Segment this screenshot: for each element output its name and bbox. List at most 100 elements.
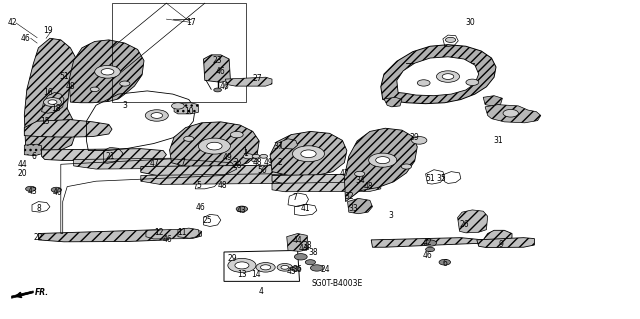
- Text: 19: 19: [43, 26, 53, 35]
- Text: 1: 1: [242, 147, 247, 156]
- Circle shape: [355, 171, 365, 176]
- Text: 28: 28: [232, 161, 241, 170]
- Circle shape: [145, 110, 168, 121]
- Polygon shape: [42, 149, 166, 160]
- Text: 45: 45: [286, 267, 296, 276]
- Text: 15: 15: [40, 117, 50, 126]
- Text: 12: 12: [154, 228, 163, 237]
- Circle shape: [236, 206, 248, 212]
- Text: 48: 48: [363, 182, 373, 191]
- Text: 3: 3: [388, 211, 393, 220]
- Text: 44: 44: [292, 236, 303, 245]
- Text: 7: 7: [292, 193, 297, 202]
- Polygon shape: [287, 234, 308, 251]
- Polygon shape: [344, 128, 417, 202]
- Text: 35: 35: [436, 174, 447, 183]
- Polygon shape: [24, 38, 76, 151]
- Polygon shape: [24, 120, 112, 137]
- Circle shape: [120, 81, 130, 86]
- Text: 11: 11: [178, 228, 187, 237]
- Text: 46: 46: [422, 251, 433, 260]
- Text: 46: 46: [163, 235, 173, 244]
- Circle shape: [172, 103, 184, 109]
- Circle shape: [369, 153, 397, 167]
- Text: 34: 34: [355, 176, 365, 185]
- Circle shape: [412, 137, 427, 144]
- Circle shape: [503, 109, 518, 117]
- Polygon shape: [69, 40, 144, 103]
- Text: 46: 46: [196, 203, 206, 212]
- Polygon shape: [272, 182, 381, 192]
- Text: 51: 51: [425, 174, 435, 183]
- Text: 46: 46: [219, 82, 229, 91]
- Circle shape: [51, 187, 61, 192]
- Circle shape: [260, 154, 268, 158]
- Circle shape: [294, 254, 307, 260]
- Circle shape: [305, 260, 316, 265]
- Text: 36: 36: [292, 265, 302, 274]
- Polygon shape: [397, 57, 479, 96]
- Circle shape: [442, 74, 454, 79]
- Circle shape: [252, 154, 260, 158]
- Circle shape: [44, 98, 61, 107]
- Circle shape: [436, 71, 460, 82]
- Circle shape: [151, 113, 163, 118]
- Text: 51: 51: [59, 72, 69, 81]
- Text: 10: 10: [184, 107, 194, 116]
- Text: 22: 22: [34, 233, 43, 242]
- Polygon shape: [178, 228, 200, 238]
- Polygon shape: [458, 210, 488, 233]
- Text: 7: 7: [180, 158, 185, 167]
- Circle shape: [184, 136, 194, 141]
- Text: 48: 48: [252, 158, 262, 167]
- Text: FR.: FR.: [35, 288, 49, 297]
- Polygon shape: [270, 131, 347, 176]
- Text: 17: 17: [186, 18, 196, 27]
- Circle shape: [401, 164, 412, 169]
- Circle shape: [445, 37, 456, 42]
- Text: 29: 29: [227, 254, 237, 263]
- Text: 16: 16: [43, 88, 53, 97]
- Circle shape: [292, 146, 324, 162]
- Text: 47: 47: [339, 169, 349, 178]
- Text: 41: 41: [301, 204, 311, 213]
- Circle shape: [277, 263, 292, 271]
- Polygon shape: [225, 77, 272, 86]
- Text: 26: 26: [459, 220, 469, 229]
- Polygon shape: [384, 97, 402, 107]
- Text: 43: 43: [237, 206, 247, 215]
- Text: 37: 37: [273, 142, 284, 151]
- Text: 46: 46: [216, 67, 226, 76]
- Text: 42: 42: [8, 18, 18, 27]
- Circle shape: [243, 154, 253, 159]
- Text: 32: 32: [344, 192, 355, 201]
- Text: 47: 47: [150, 159, 160, 168]
- Text: 13: 13: [237, 270, 247, 279]
- Polygon shape: [381, 45, 496, 104]
- Text: SG0T-B4003E: SG0T-B4003E: [312, 279, 363, 288]
- Circle shape: [376, 157, 390, 164]
- Text: 8: 8: [36, 204, 41, 213]
- Text: 46: 46: [20, 34, 31, 43]
- Text: 31: 31: [493, 136, 503, 145]
- Polygon shape: [485, 105, 541, 123]
- Text: 6: 6: [31, 152, 36, 161]
- Circle shape: [439, 259, 451, 265]
- Polygon shape: [141, 174, 287, 184]
- Text: 25: 25: [202, 216, 212, 225]
- Circle shape: [26, 186, 36, 191]
- Text: 21: 21: [106, 152, 115, 161]
- Polygon shape: [174, 103, 198, 114]
- Polygon shape: [12, 291, 33, 298]
- Circle shape: [207, 142, 222, 150]
- Text: 4: 4: [259, 287, 264, 296]
- Circle shape: [466, 79, 479, 85]
- Polygon shape: [272, 174, 381, 184]
- Text: 48: 48: [65, 82, 76, 91]
- Text: 49: 49: [222, 153, 232, 162]
- Polygon shape: [74, 158, 182, 169]
- Polygon shape: [38, 230, 173, 242]
- Text: 24: 24: [320, 265, 330, 274]
- Text: 20: 20: [17, 169, 28, 178]
- Circle shape: [198, 138, 230, 154]
